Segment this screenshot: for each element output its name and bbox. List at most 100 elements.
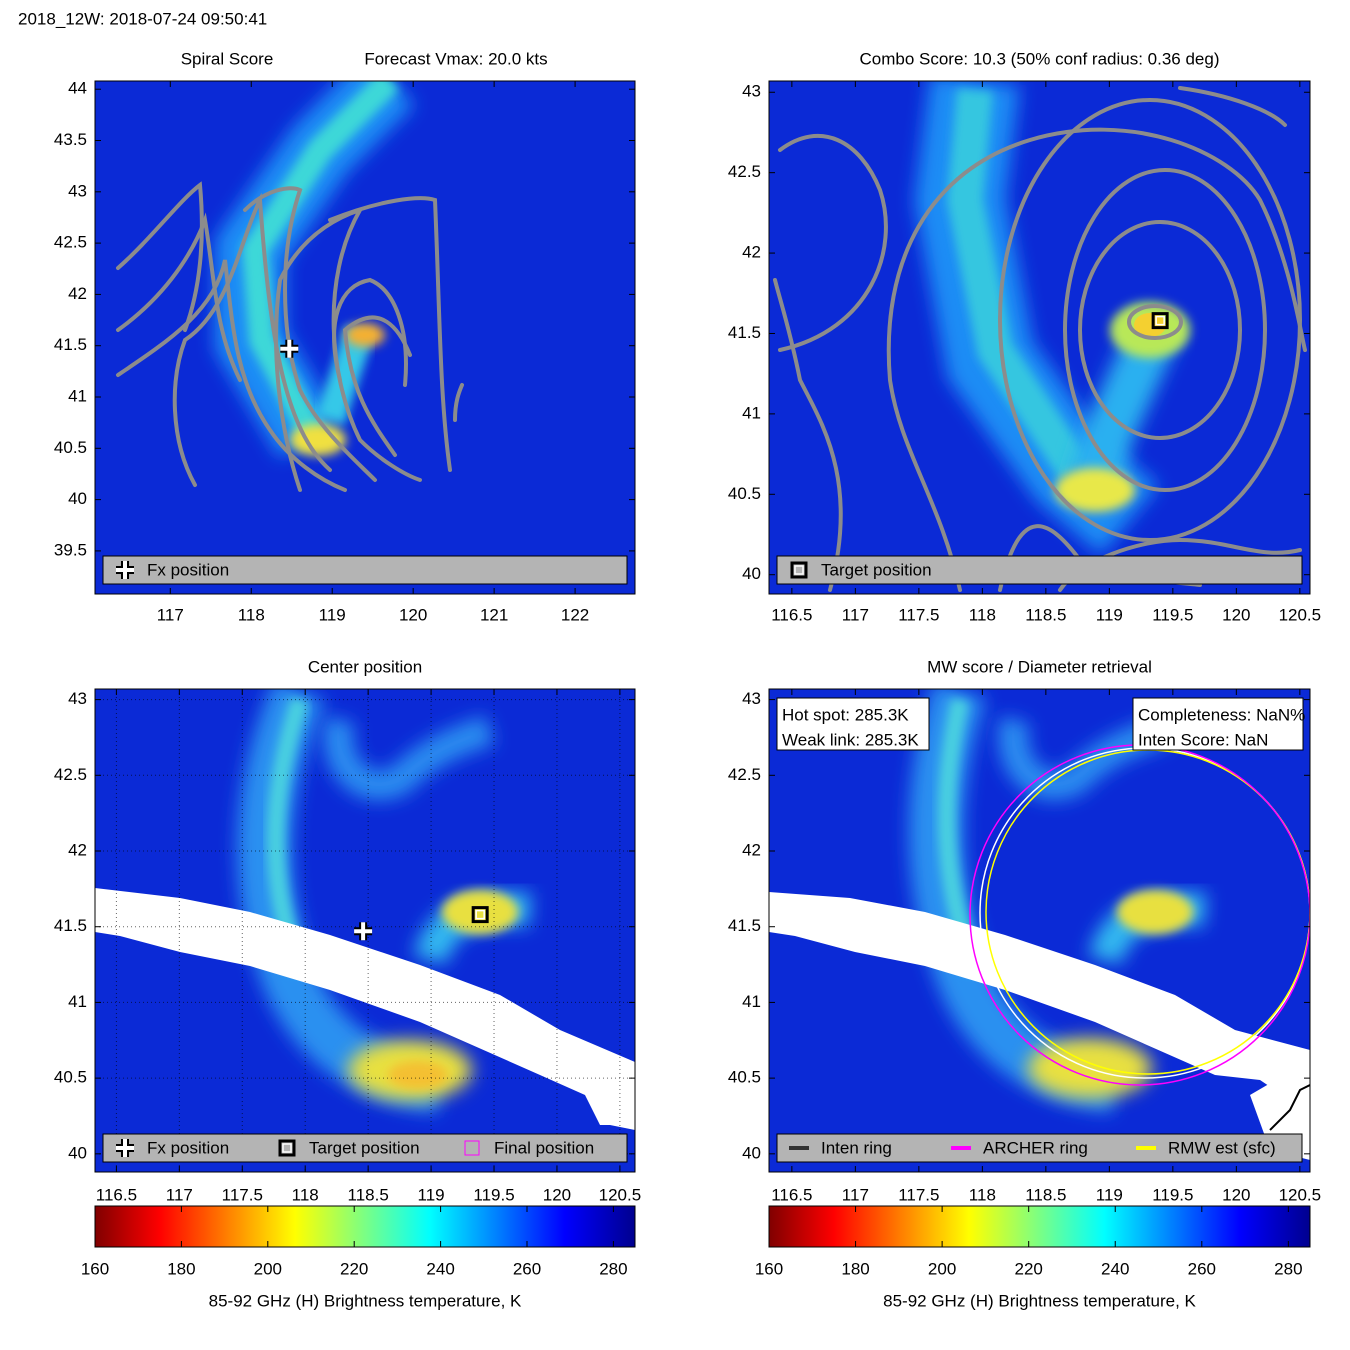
x-tick-label: 120.5	[1279, 1185, 1322, 1204]
legend-box	[776, 555, 1303, 585]
x-tick-label: 119	[1096, 1185, 1123, 1204]
figure-title: 2018_12W: 2018-07-24 09:50:41	[18, 9, 267, 28]
x-tick-label: 122	[561, 605, 589, 624]
colorbar-tick-label: 180	[841, 1259, 869, 1278]
legend-box	[102, 1133, 628, 1163]
annotation-box	[1132, 697, 1304, 751]
y-tick-label: 42.5	[728, 765, 761, 784]
plot-frame	[94, 80, 636, 595]
x-tick-label: 119.5	[473, 1185, 514, 1204]
x-tick-label: 116.5	[96, 1185, 137, 1204]
y-tick-label: 42.5	[728, 162, 761, 181]
legend-label: Target position	[821, 560, 932, 579]
x-tick-label: 117	[842, 1185, 869, 1204]
x-tick-label: 118	[969, 605, 996, 624]
y-tick-label: 41.5	[54, 335, 87, 354]
y-tick-label: 42	[742, 243, 761, 262]
x-tick-label: 120	[543, 1185, 571, 1204]
y-tick-label: 40	[742, 1143, 761, 1162]
y-tick-label: 41.5	[54, 916, 87, 935]
x-tick-label: 117.5	[898, 605, 939, 624]
x-tick-label: 120	[1222, 1185, 1250, 1204]
x-tick-label: 118.5	[1025, 1185, 1066, 1204]
marker-inner	[794, 565, 804, 575]
colorbar-tick-label: 280	[599, 1259, 627, 1278]
y-tick-label: 43	[68, 181, 87, 200]
legend-label: Final position	[494, 1138, 594, 1157]
colorbar-tick-label: 260	[513, 1259, 541, 1278]
marker	[790, 561, 808, 579]
y-tick-label: 40.5	[54, 438, 87, 457]
colorbar-tick-label: 160	[755, 1259, 783, 1278]
annotation-text: Completeness: NaN%	[1138, 705, 1305, 724]
x-tick-label: 120	[399, 605, 427, 624]
x-tick-label: 117	[157, 605, 184, 624]
legend-label: Inten ring	[821, 1138, 892, 1157]
annotation-text: Hot spot: 285.3K	[782, 705, 909, 724]
colorbar-tick-label: 180	[167, 1259, 195, 1278]
colorbar-tick-label: 160	[81, 1259, 109, 1278]
legend-label: RMW est (sfc)	[1168, 1138, 1276, 1157]
y-tick-label: 40.5	[54, 1068, 87, 1087]
x-tick-label: 118.5	[1025, 605, 1066, 624]
legend-label: Fx position	[147, 1138, 229, 1157]
x-tick-label: 120.5	[1279, 605, 1322, 624]
y-tick-label: 40	[68, 1143, 87, 1162]
y-tick-label: 40	[68, 489, 87, 508]
x-tick-label: 117	[166, 1185, 193, 1204]
y-tick-label: 41	[68, 386, 87, 405]
marker	[471, 906, 489, 924]
y-tick-label: 41	[742, 992, 761, 1011]
marker	[354, 922, 373, 941]
colorbar-tick-label: 220	[340, 1259, 368, 1278]
panel-title: MW score / Diameter retrieval	[927, 657, 1152, 676]
colorbar	[94, 1205, 636, 1248]
plot-frame	[768, 80, 1311, 595]
y-tick-label: 42.5	[54, 233, 87, 252]
marker-inner	[475, 909, 485, 920]
marker	[116, 1139, 134, 1157]
x-tick-label: 117.5	[222, 1185, 263, 1204]
colorbar-label: 85-92 GHz (H) Brightness temperature, K	[883, 1291, 1196, 1310]
x-tick-label: 117	[842, 605, 869, 624]
colorbar-tick-label: 220	[1014, 1259, 1042, 1278]
y-tick-label: 43	[742, 82, 761, 101]
colorbar-tick-label: 200	[254, 1259, 282, 1278]
x-tick-label: 121	[480, 605, 508, 624]
y-tick-label: 41.5	[728, 323, 761, 342]
legend-box	[776, 1133, 1303, 1163]
colorbar	[768, 1205, 1311, 1248]
x-tick-label: 118	[238, 605, 265, 624]
panel-title: Center position	[308, 657, 422, 676]
colorbar-tick-label: 240	[426, 1259, 454, 1278]
x-tick-label: 120	[1222, 605, 1250, 624]
y-tick-label: 41	[742, 403, 761, 422]
y-tick-label: 43	[742, 689, 761, 708]
heatmap-image	[95, 81, 635, 594]
y-tick-label: 39.5	[54, 540, 87, 559]
marker	[280, 339, 299, 358]
y-tick-label: 43.5	[54, 130, 87, 149]
x-tick-label: 116.5	[771, 1185, 812, 1204]
y-tick-label: 43	[68, 689, 87, 708]
legend-label: Target position	[309, 1138, 420, 1157]
y-tick-label: 40.5	[728, 484, 761, 503]
x-tick-label: 117.5	[898, 1185, 939, 1204]
x-tick-label: 120.5	[599, 1185, 642, 1204]
panel-title: Spiral Score	[181, 49, 274, 68]
legend-label: Fx position	[147, 560, 229, 579]
annotation-box	[776, 697, 930, 751]
x-tick-label: 118	[969, 1185, 996, 1204]
y-tick-label: 41.5	[728, 916, 761, 935]
x-tick-label: 119	[418, 1185, 445, 1204]
colorbar-tick-label: 260	[1188, 1259, 1216, 1278]
annotation-text: Weak link: 285.3K	[782, 730, 919, 749]
colorbar-tick-label: 240	[1101, 1259, 1129, 1278]
marker	[116, 561, 134, 579]
heatmap-image	[769, 81, 1310, 594]
marker-inner	[1155, 315, 1165, 326]
x-tick-label: 119.5	[1152, 605, 1193, 624]
y-tick-label: 44	[68, 79, 87, 98]
x-tick-label: 119.5	[1152, 1185, 1193, 1204]
